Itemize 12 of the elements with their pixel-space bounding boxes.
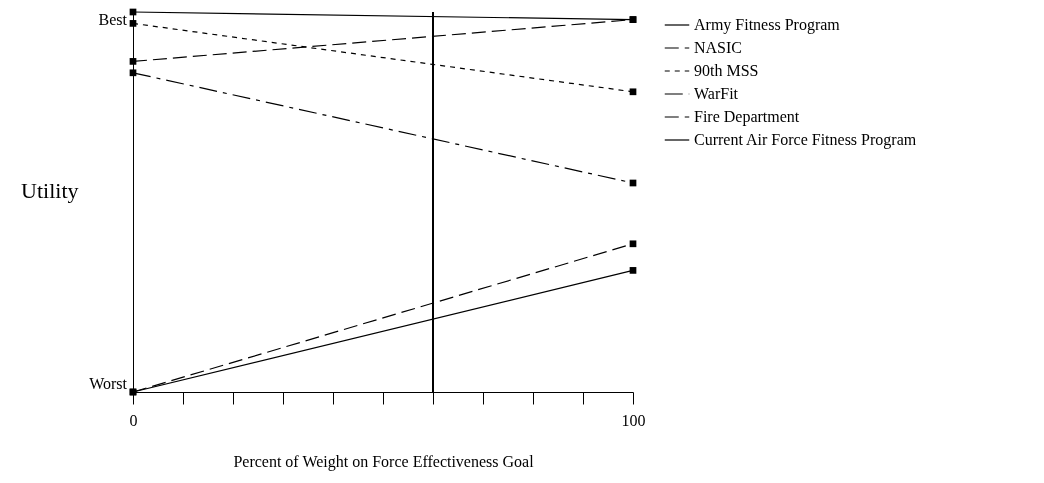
legend-label: Fire Department xyxy=(694,108,800,126)
legend-label: WarFit xyxy=(694,85,739,102)
legend-label: Current Air Force Fitness Program xyxy=(694,131,917,149)
y-axis-title: Utility xyxy=(21,177,79,203)
x-tick-label: 100 xyxy=(621,411,646,429)
text: Worst xyxy=(89,375,128,392)
x-tick-label: 0 xyxy=(129,411,138,429)
text: Best xyxy=(98,11,128,28)
legend-label: NASIC xyxy=(694,39,743,56)
legend-label: 90th MSS xyxy=(694,62,759,79)
x-axis-title: Percent of Weight on Force Effectiveness Goal xyxy=(233,452,535,471)
legend-label: Army Fitness Program xyxy=(694,16,841,34)
